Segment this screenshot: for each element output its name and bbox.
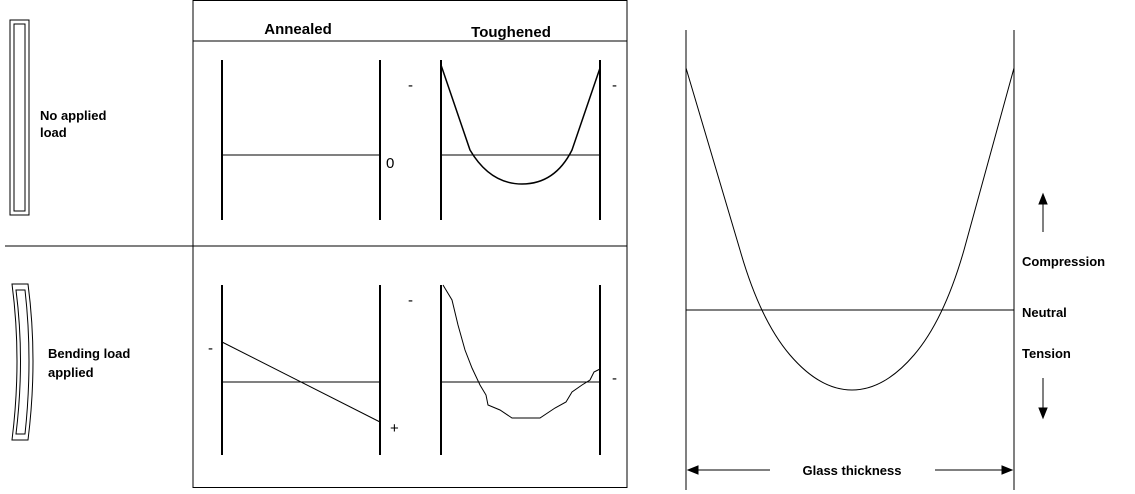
stress-line (221, 341, 381, 423)
profile-label: Neutral (1022, 305, 1067, 320)
annealed-bending (221, 285, 381, 455)
bent-plate-icon (11, 283, 34, 441)
arrow-head (686, 465, 699, 475)
row-label: applied (48, 365, 94, 380)
profile-label: Compression (1022, 254, 1105, 269)
bent-plate-inner (15, 289, 30, 435)
row-label: No applied (40, 108, 107, 123)
column-header: Toughened (471, 24, 551, 41)
arrow-head (1038, 407, 1048, 420)
sign: + (390, 420, 399, 437)
profile (685, 30, 1048, 490)
sign: - (612, 370, 617, 387)
sign: - (612, 77, 617, 94)
toughened-bending (440, 284, 601, 455)
toughened-no-load (440, 60, 601, 220)
arrow-head (1038, 192, 1048, 205)
plate-outer (9, 19, 30, 216)
column-header: Annealed (264, 21, 332, 38)
annealed-no-load (221, 60, 381, 220)
table-border (192, 0, 628, 488)
plate-inner (13, 23, 26, 212)
plate-icon (9, 19, 30, 216)
stress-curve (440, 64, 601, 185)
table-frame (5, 0, 628, 488)
sign: - (408, 292, 413, 309)
stress-curve (442, 284, 601, 419)
sign: - (208, 340, 213, 357)
bent-plate-outer (11, 283, 34, 441)
sign: 0 (386, 155, 394, 172)
row-label: load (40, 125, 67, 140)
profile-label: Tension (1022, 346, 1071, 361)
stress-curve (685, 67, 1015, 391)
row-label: Bending load (48, 346, 130, 361)
thickness-label: Glass thickness (803, 463, 902, 478)
arrow-head (1001, 465, 1014, 475)
sign: - (408, 77, 413, 94)
